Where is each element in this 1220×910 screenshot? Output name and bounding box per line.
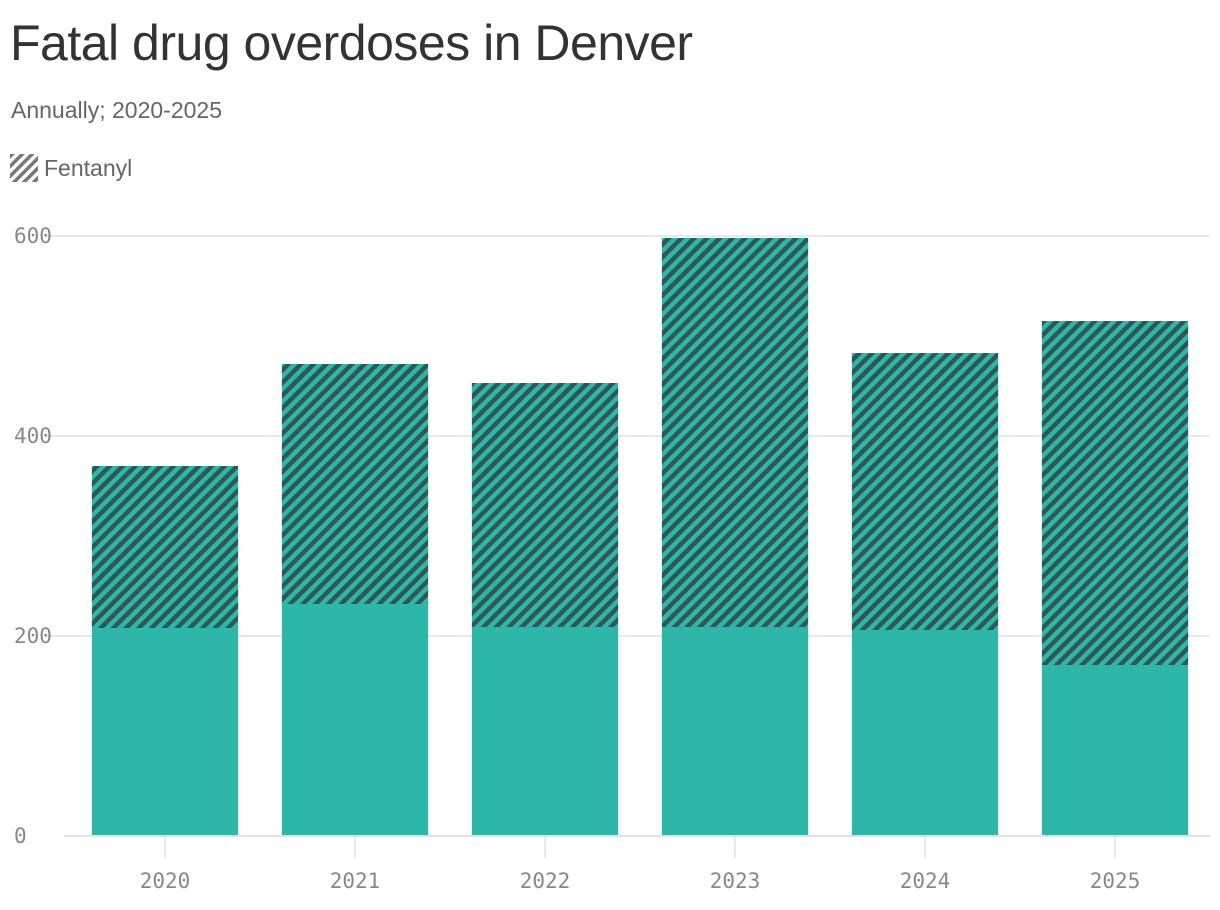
bars [91,238,1189,836]
x-tick-label-2021: 2021 [330,869,381,893]
bar-base-2023 [661,627,809,836]
bar-base-2025 [1041,665,1189,836]
chart-title: Fatal drug overdoses in Denver [10,15,693,71]
x-tick-label-2020: 2020 [140,869,191,893]
bar-fentanyl-2022 [471,383,619,627]
bar-fentanyl-2025 [1041,321,1189,665]
gridlines: 0 200 400 600 [14,224,1210,848]
bar-fentanyl-2021 [281,364,429,604]
bar-base-2024 [851,630,999,836]
y-tick-label: 0 [14,824,27,848]
y-tick-label: 200 [14,624,52,648]
bar-base-2021 [281,604,429,836]
bar-base-2020 [91,628,239,836]
x-axis: 2020 2021 2022 2023 2024 2025 [64,835,1210,893]
legend-label-fentanyl: Fentanyl [44,154,133,181]
x-tick-label-2022: 2022 [520,869,571,893]
y-tick-label: 600 [14,224,52,248]
bar-fentanyl-2020 [91,466,239,628]
x-tick-label-2023: 2023 [710,869,761,893]
chart-subtitle: Annually; 2020-2025 [11,97,222,123]
x-tick-label-2024: 2024 [900,869,951,893]
x-tick-label-2025: 2025 [1090,869,1141,893]
bar-fentanyl-2024 [851,353,999,630]
y-tick-label: 400 [14,424,52,448]
legend: Fentanyl [10,153,132,183]
bar-fentanyl-2023 [661,238,809,627]
fentanyl-hatch-swatch [10,154,38,182]
bar-base-2022 [471,627,619,836]
